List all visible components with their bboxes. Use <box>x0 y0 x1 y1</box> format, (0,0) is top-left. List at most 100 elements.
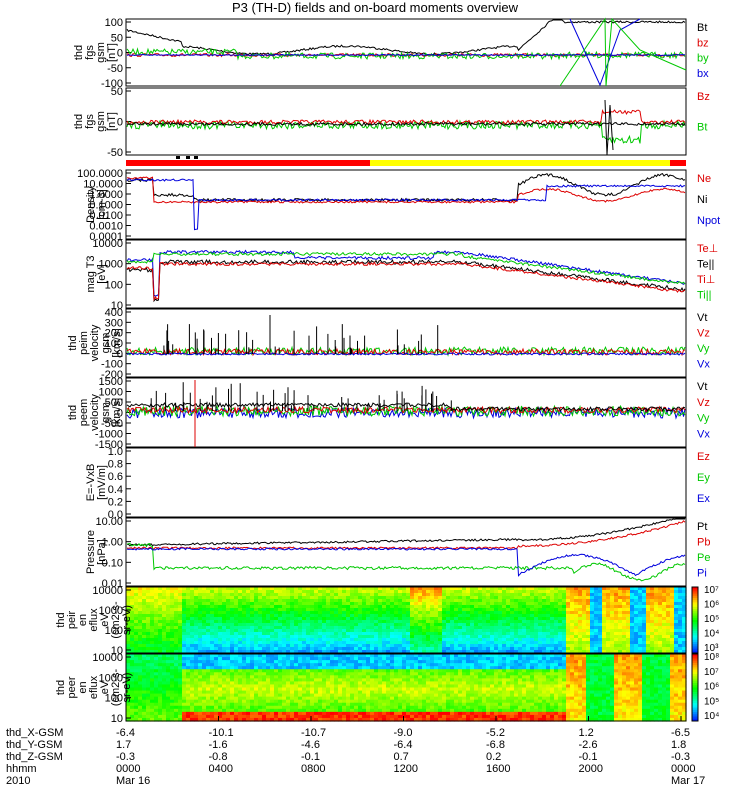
heat-cell <box>298 623 303 627</box>
heat-cell <box>566 641 571 645</box>
heat-cell <box>586 593 591 597</box>
heat-cell <box>442 620 447 624</box>
heat-cell <box>538 632 543 636</box>
heat-cell <box>210 696 215 701</box>
heat-cell <box>302 620 307 624</box>
heat-cell <box>350 660 355 664</box>
heat-cell <box>422 608 427 612</box>
heat-cell <box>350 663 355 667</box>
heat-cell <box>134 638 139 642</box>
heat-cell <box>534 641 539 645</box>
heat-cell <box>302 611 307 615</box>
heat-cell <box>266 641 271 645</box>
heat-cell <box>650 644 655 648</box>
heat-cell <box>622 602 627 606</box>
heat-cell <box>362 687 367 692</box>
heat-cell <box>382 599 387 603</box>
heat-cell <box>578 641 583 645</box>
heat-cell <box>362 675 367 679</box>
heat-cell <box>258 617 263 621</box>
heat-cell <box>134 596 139 600</box>
heat-cell <box>258 620 263 624</box>
heat-cell <box>386 666 391 670</box>
heat-cell <box>226 608 231 612</box>
heat-cell <box>250 611 255 615</box>
heat-cell <box>522 590 527 594</box>
heat-cell <box>338 647 343 651</box>
heat-cell <box>622 632 627 636</box>
heat-cell <box>242 635 247 639</box>
heat-cell <box>430 590 435 594</box>
heat-cell <box>406 641 411 645</box>
heat-cell <box>482 629 487 633</box>
heat-cell <box>646 605 651 609</box>
heat-cell <box>570 593 575 597</box>
heat-cell <box>262 605 267 609</box>
heat-cell <box>250 587 255 591</box>
heat-cell <box>166 650 171 654</box>
heat-cell <box>126 587 131 591</box>
heat-cell <box>134 626 139 630</box>
heat-cell <box>246 605 251 609</box>
heat-cell <box>246 617 251 621</box>
heat-cell <box>478 608 483 612</box>
heat-cell <box>254 708 259 713</box>
heat-cell <box>638 641 643 645</box>
heat-cell <box>590 605 595 609</box>
heat-cell <box>558 641 563 645</box>
heat-cell <box>346 611 351 615</box>
heat-cell <box>170 684 175 689</box>
heat-cell <box>522 596 527 600</box>
heat-cell <box>514 608 519 612</box>
heat-cell <box>526 599 531 603</box>
heat-cell <box>302 635 307 639</box>
heat-cell <box>190 599 195 603</box>
heat-cell <box>374 681 379 686</box>
heat-cell <box>238 669 243 673</box>
heat-cell <box>406 602 411 606</box>
heat-cell <box>266 608 271 612</box>
heat-cell <box>294 590 299 594</box>
heat-cell <box>398 711 403 716</box>
legend-te⊥: Te⊥ <box>697 243 718 255</box>
heat-cell <box>402 608 407 612</box>
heat-cell <box>338 638 343 642</box>
heat-cell <box>618 626 623 630</box>
heat-cell <box>554 638 559 642</box>
heat-cell <box>218 699 223 704</box>
heat-cell <box>178 714 183 719</box>
heat-cell <box>370 629 375 633</box>
heat-cell <box>418 629 423 633</box>
heat-cell <box>478 587 483 591</box>
heat-cell <box>130 654 135 658</box>
heat-cell <box>130 650 135 654</box>
heat-cell <box>346 623 351 627</box>
heat-cell <box>502 611 507 615</box>
heat-cell <box>510 602 515 606</box>
heat-cell <box>470 650 475 654</box>
heat-cell <box>154 599 159 603</box>
heat-cell <box>462 623 467 627</box>
heat-cell <box>330 693 335 698</box>
heat-cell <box>398 684 403 689</box>
heat-cell <box>214 690 219 695</box>
heat-cell <box>578 611 583 615</box>
heat-cell <box>338 693 343 698</box>
heat-cell <box>266 678 271 683</box>
heat-cell <box>554 599 559 603</box>
heat-cell <box>518 629 523 633</box>
heat-cell <box>506 617 511 621</box>
heat-cell <box>594 650 599 654</box>
heat-cell <box>598 644 603 648</box>
heat-cell <box>498 629 503 633</box>
heat-cell <box>142 657 147 661</box>
heat-cell <box>378 635 383 639</box>
heat-cell <box>666 617 671 621</box>
heat-cell <box>490 632 495 636</box>
heat-cell <box>302 593 307 597</box>
heat-cell <box>306 684 311 689</box>
heat-cell <box>370 644 375 648</box>
heat-cell <box>222 641 227 645</box>
heat-cell <box>562 638 567 642</box>
heat-cell <box>554 623 559 627</box>
